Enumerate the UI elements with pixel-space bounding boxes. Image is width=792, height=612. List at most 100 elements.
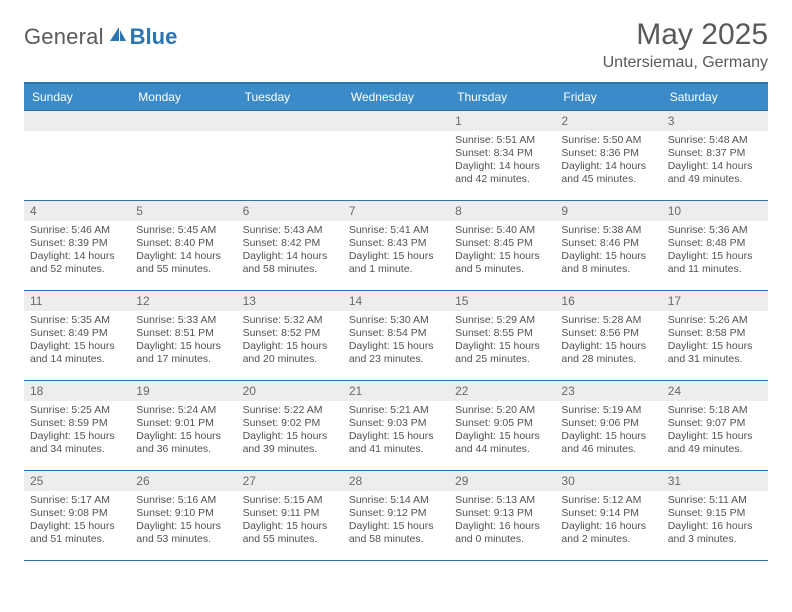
sunset-label: Sunset: 9:10 PM	[136, 507, 230, 520]
calendar-day-cell: 20Sunrise: 5:22 AMSunset: 9:02 PMDayligh…	[237, 381, 343, 471]
daylight-label-1: Daylight: 14 hours	[30, 250, 124, 263]
calendar-day-cell: 13Sunrise: 5:32 AMSunset: 8:52 PMDayligh…	[237, 291, 343, 381]
daylight-label-2: and 25 minutes.	[455, 353, 549, 366]
day-number: 18	[24, 381, 130, 401]
day-content: Sunrise: 5:41 AMSunset: 8:43 PMDaylight:…	[343, 221, 449, 280]
calendar-day-cell: 15Sunrise: 5:29 AMSunset: 8:55 PMDayligh…	[449, 291, 555, 381]
day-content: Sunrise: 5:22 AMSunset: 9:02 PMDaylight:…	[237, 401, 343, 460]
calendar-day-cell: 18Sunrise: 5:25 AMSunset: 8:59 PMDayligh…	[24, 381, 130, 471]
day-number: 2	[555, 111, 661, 131]
day-number	[237, 111, 343, 131]
day-content: Sunrise: 5:15 AMSunset: 9:11 PMDaylight:…	[237, 491, 343, 550]
daylight-label-1: Daylight: 15 hours	[349, 520, 443, 533]
daylight-label-1: Daylight: 14 hours	[668, 160, 762, 173]
daylight-label-1: Daylight: 15 hours	[30, 340, 124, 353]
day-number: 6	[237, 201, 343, 221]
daylight-label-2: and 0 minutes.	[455, 533, 549, 546]
day-content: Sunrise: 5:18 AMSunset: 9:07 PMDaylight:…	[662, 401, 768, 460]
daylight-label-1: Daylight: 15 hours	[561, 430, 655, 443]
day-number: 26	[130, 471, 236, 491]
daylight-label-2: and 55 minutes.	[243, 533, 337, 546]
day-number: 17	[662, 291, 768, 311]
daylight-label-1: Daylight: 15 hours	[455, 250, 549, 263]
day-number: 3	[662, 111, 768, 131]
daylight-label-1: Daylight: 15 hours	[136, 340, 230, 353]
day-number: 27	[237, 471, 343, 491]
day-content: Sunrise: 5:43 AMSunset: 8:42 PMDaylight:…	[237, 221, 343, 280]
sunrise-label: Sunrise: 5:16 AM	[136, 494, 230, 507]
dow-wednesday: Wednesday	[343, 84, 449, 111]
daylight-label-1: Daylight: 14 hours	[455, 160, 549, 173]
daylight-label-2: and 36 minutes.	[136, 443, 230, 456]
day-content: Sunrise: 5:28 AMSunset: 8:56 PMDaylight:…	[555, 311, 661, 370]
header: General Blue May 2025 Untersiemau, Germa…	[24, 18, 768, 72]
sunrise-label: Sunrise: 5:15 AM	[243, 494, 337, 507]
day-content: Sunrise: 5:38 AMSunset: 8:46 PMDaylight:…	[555, 221, 661, 280]
sunrise-label: Sunrise: 5:28 AM	[561, 314, 655, 327]
daylight-label-2: and 44 minutes.	[455, 443, 549, 456]
daylight-label-2: and 39 minutes.	[243, 443, 337, 456]
day-number: 4	[24, 201, 130, 221]
daylight-label-2: and 46 minutes.	[561, 443, 655, 456]
day-number: 24	[662, 381, 768, 401]
day-content: Sunrise: 5:46 AMSunset: 8:39 PMDaylight:…	[24, 221, 130, 280]
sunrise-label: Sunrise: 5:45 AM	[136, 224, 230, 237]
day-number: 12	[130, 291, 236, 311]
dow-sunday: Sunday	[24, 84, 130, 111]
calendar-day-cell	[24, 111, 130, 201]
calendar-day-cell: 16Sunrise: 5:28 AMSunset: 8:56 PMDayligh…	[555, 291, 661, 381]
daylight-label-2: and 49 minutes.	[668, 173, 762, 186]
calendar-day-cell: 17Sunrise: 5:26 AMSunset: 8:58 PMDayligh…	[662, 291, 768, 381]
day-content: Sunrise: 5:36 AMSunset: 8:48 PMDaylight:…	[662, 221, 768, 280]
sunrise-label: Sunrise: 5:21 AM	[349, 404, 443, 417]
daylight-label-1: Daylight: 15 hours	[136, 430, 230, 443]
sunset-label: Sunset: 8:52 PM	[243, 327, 337, 340]
calendar-page: General Blue May 2025 Untersiemau, Germa…	[0, 0, 792, 612]
day-content: Sunrise: 5:26 AMSunset: 8:58 PMDaylight:…	[662, 311, 768, 370]
day-content	[343, 131, 449, 138]
day-number	[130, 111, 236, 131]
day-content: Sunrise: 5:45 AMSunset: 8:40 PMDaylight:…	[130, 221, 236, 280]
day-content: Sunrise: 5:25 AMSunset: 8:59 PMDaylight:…	[24, 401, 130, 460]
day-number: 19	[130, 381, 236, 401]
dow-saturday: Saturday	[662, 84, 768, 111]
daylight-label-2: and 20 minutes.	[243, 353, 337, 366]
daylight-label-2: and 55 minutes.	[136, 263, 230, 276]
logo: General Blue	[24, 24, 177, 50]
daylight-label-2: and 53 minutes.	[136, 533, 230, 546]
sunrise-label: Sunrise: 5:30 AM	[349, 314, 443, 327]
day-number	[24, 111, 130, 131]
sunset-label: Sunset: 8:34 PM	[455, 147, 549, 160]
sunset-label: Sunset: 9:12 PM	[349, 507, 443, 520]
day-number: 28	[343, 471, 449, 491]
sunrise-label: Sunrise: 5:17 AM	[30, 494, 124, 507]
sunset-label: Sunset: 8:48 PM	[668, 237, 762, 250]
sunrise-label: Sunrise: 5:43 AM	[243, 224, 337, 237]
sunset-label: Sunset: 9:11 PM	[243, 507, 337, 520]
daylight-label-1: Daylight: 14 hours	[243, 250, 337, 263]
calendar-day-cell: 29Sunrise: 5:13 AMSunset: 9:13 PMDayligh…	[449, 471, 555, 561]
daylight-label-1: Daylight: 15 hours	[668, 430, 762, 443]
daylight-label-2: and 2 minutes.	[561, 533, 655, 546]
day-content: Sunrise: 5:33 AMSunset: 8:51 PMDaylight:…	[130, 311, 236, 370]
daylight-label-1: Daylight: 16 hours	[455, 520, 549, 533]
daylight-label-2: and 28 minutes.	[561, 353, 655, 366]
day-content: Sunrise: 5:48 AMSunset: 8:37 PMDaylight:…	[662, 131, 768, 190]
sunset-label: Sunset: 9:03 PM	[349, 417, 443, 430]
calendar-day-cell	[343, 111, 449, 201]
sunset-label: Sunset: 8:36 PM	[561, 147, 655, 160]
daylight-label-1: Daylight: 14 hours	[136, 250, 230, 263]
day-content: Sunrise: 5:50 AMSunset: 8:36 PMDaylight:…	[555, 131, 661, 190]
calendar-week-row: 18Sunrise: 5:25 AMSunset: 8:59 PMDayligh…	[24, 381, 768, 471]
dow-friday: Friday	[555, 84, 661, 111]
day-content	[237, 131, 343, 138]
day-content: Sunrise: 5:24 AMSunset: 9:01 PMDaylight:…	[130, 401, 236, 460]
calendar-day-cell	[237, 111, 343, 201]
calendar-day-cell: 27Sunrise: 5:15 AMSunset: 9:11 PMDayligh…	[237, 471, 343, 561]
daylight-label-1: Daylight: 15 hours	[561, 340, 655, 353]
logo-text-general: General	[24, 24, 104, 50]
day-content: Sunrise: 5:20 AMSunset: 9:05 PMDaylight:…	[449, 401, 555, 460]
day-content	[24, 131, 130, 138]
daylight-label-1: Daylight: 15 hours	[243, 340, 337, 353]
sunrise-label: Sunrise: 5:29 AM	[455, 314, 549, 327]
